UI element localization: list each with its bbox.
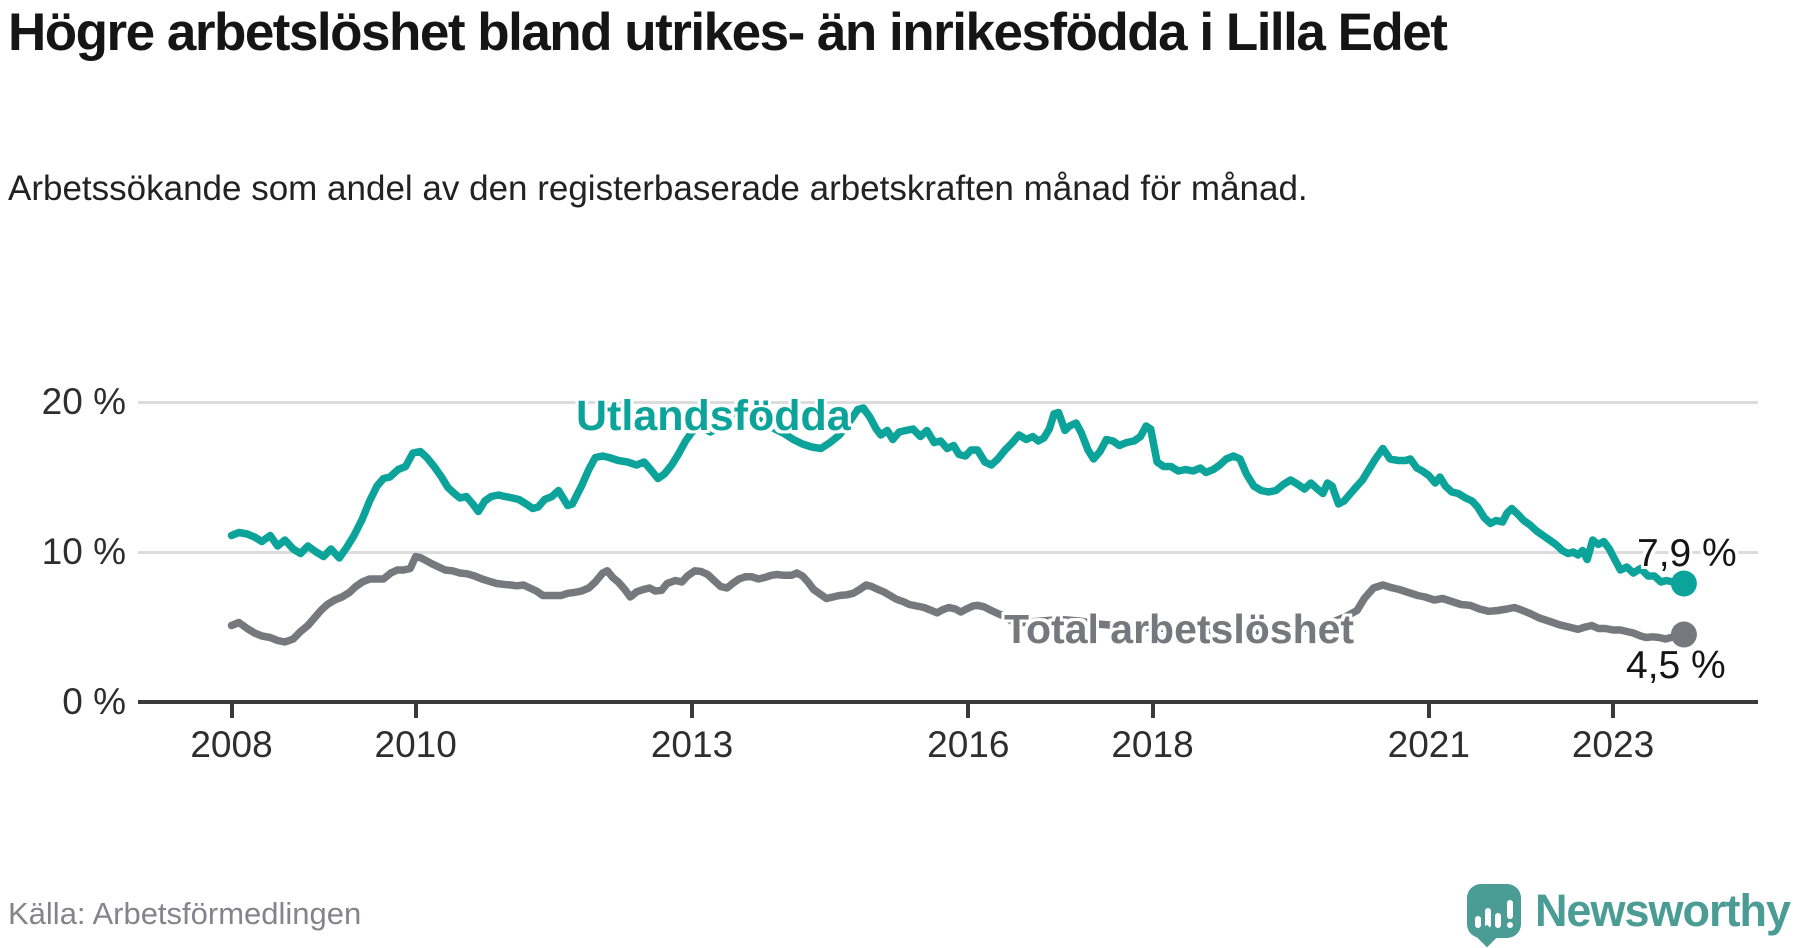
y-axis-label-0: 0 % (62, 681, 126, 722)
newsworthy-brand: Newsworthy (1466, 884, 1791, 938)
x-tick-2010 (413, 704, 418, 718)
exclamation-icon (1506, 900, 1513, 928)
newsworthy-logo-icon (1466, 884, 1521, 938)
x-tick-2021 (1426, 704, 1431, 718)
page-subtitle: Arbetssökande som andel av den registerb… (8, 169, 1308, 208)
gridline-20 (138, 400, 1758, 404)
y-axis-label-20: 20 % (41, 381, 126, 422)
source-note: Källa: Arbetsförmedlingen (8, 896, 362, 931)
x-axis-label-2008: 2008 (190, 724, 273, 765)
page-title: Högre arbetslöshet bland utrikes- än inr… (8, 3, 1448, 62)
series-label-utlandsfodda: Utlandsfödda (576, 392, 851, 440)
x-axis-label-2023: 2023 (1571, 724, 1655, 765)
x-axis-label-2013: 2013 (650, 724, 734, 765)
x-tick-2016 (966, 704, 971, 718)
line-chart (0, 300, 1800, 780)
gridline-10 (138, 550, 1758, 554)
x-axis-label-2018: 2018 (1111, 724, 1194, 765)
end-value-label-total: 4,5 % (1626, 644, 1726, 687)
bar-chart-icon (1474, 900, 1513, 928)
x-tick-2013 (690, 704, 694, 718)
x-axis-label-2010: 2010 (374, 724, 457, 765)
x-tick-2023 (1611, 704, 1615, 718)
x-axis-line (138, 700, 1758, 704)
x-tick-2018 (1150, 704, 1155, 718)
series-label-total-arbetsloshet: Total arbetslöshet (1004, 606, 1355, 652)
x-tick-2008 (229, 704, 234, 718)
x-axis-label-2016: 2016 (927, 724, 1010, 765)
end-value-label-utlandsfodda: 7,9 % (1637, 532, 1737, 575)
x-axis-label-2021: 2021 (1387, 724, 1470, 765)
brand-name: Newsworthy (1534, 885, 1791, 936)
y-axis-label-10: 10 % (41, 531, 126, 572)
